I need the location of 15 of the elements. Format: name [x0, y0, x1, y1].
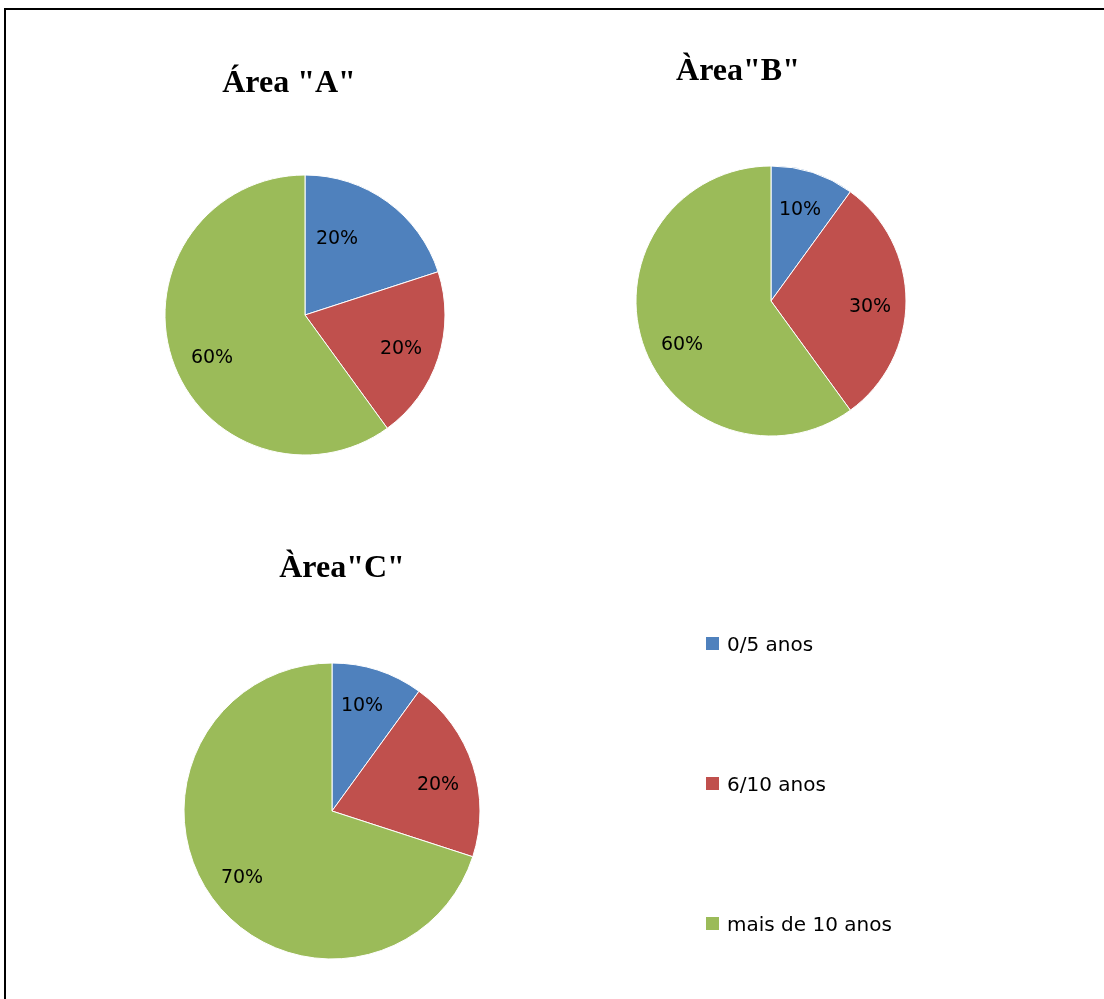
chart-title: Àrea"C": [279, 548, 405, 584]
data-label: 10%: [778, 197, 822, 219]
legend-label: 6/10 anos: [727, 772, 826, 796]
data-label: 10%: [340, 693, 384, 715]
data-label: 60%: [660, 332, 704, 354]
data-label: 60%: [190, 345, 234, 367]
data-label: 70%: [220, 865, 264, 887]
data-label: 20%: [379, 336, 423, 358]
data-label: 30%: [848, 294, 892, 316]
data-label: 20%: [315, 226, 359, 248]
legend-label: mais de 10 anos: [727, 912, 892, 936]
chart-title: Àrea"B": [676, 51, 800, 87]
chart-title: Área "A": [222, 63, 356, 99]
legend-label: 0/5 anos: [727, 632, 814, 656]
data-label: 20%: [416, 772, 460, 794]
